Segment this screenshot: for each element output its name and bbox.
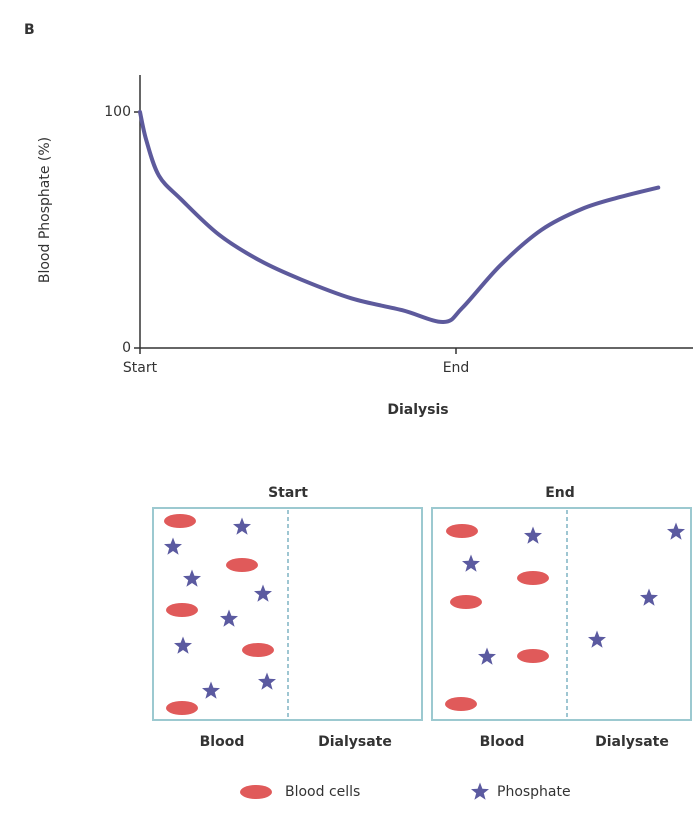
phosphate: [174, 637, 192, 654]
blood-cell: [226, 558, 258, 572]
compartment-label: Blood: [200, 734, 245, 750]
panel-title: Start: [268, 485, 308, 501]
blood-cell: [166, 701, 198, 715]
phosphate: [183, 570, 201, 587]
blood-cell: [450, 595, 482, 609]
compartment-label: Blood: [480, 734, 525, 750]
legend-label: Phosphate: [497, 784, 571, 800]
phosphate: [233, 518, 251, 535]
x-tick-label: End: [443, 360, 470, 376]
blood-cell: [517, 649, 549, 663]
panel-box: [432, 508, 691, 720]
panel-label: B: [24, 22, 35, 38]
blood-cell: [445, 697, 477, 711]
phosphate: [164, 538, 182, 555]
phosphate: [202, 682, 220, 699]
phosphate: [478, 648, 496, 665]
y-axis-label: Blood Phosphate (%): [37, 137, 53, 283]
phosphate: [254, 585, 272, 602]
phosphate: [640, 589, 658, 606]
legend-label: Blood cells: [285, 784, 360, 800]
phosphate: [471, 783, 489, 800]
blood-cell: [164, 514, 196, 528]
phosphate: [667, 523, 685, 540]
panel-title: End: [545, 485, 575, 501]
blood-cell: [166, 603, 198, 617]
phosphate: [220, 610, 238, 627]
compartment-label: Dialysate: [318, 734, 392, 750]
blood-cell: [446, 524, 478, 538]
diagram: Start End Blood Dialysate Blood Dialysat…: [153, 485, 691, 800]
blood-cell: [517, 571, 549, 585]
curve: [140, 112, 658, 322]
phosphate: [258, 673, 276, 690]
phosphate: [462, 555, 480, 572]
x-axis-label: Dialysis: [387, 402, 448, 418]
blood-cell: [242, 643, 274, 657]
phosphate: [524, 527, 542, 544]
phosphate: [588, 631, 606, 648]
x-tick-label: Start: [123, 360, 158, 376]
y-tick-label: 0: [122, 340, 131, 356]
compartment-label: Dialysate: [595, 734, 669, 750]
blood-cell: [240, 785, 272, 799]
y-tick-label: 100: [104, 104, 131, 120]
figure: B Blood Phosphate (%) Dialysis Start End…: [0, 0, 693, 834]
